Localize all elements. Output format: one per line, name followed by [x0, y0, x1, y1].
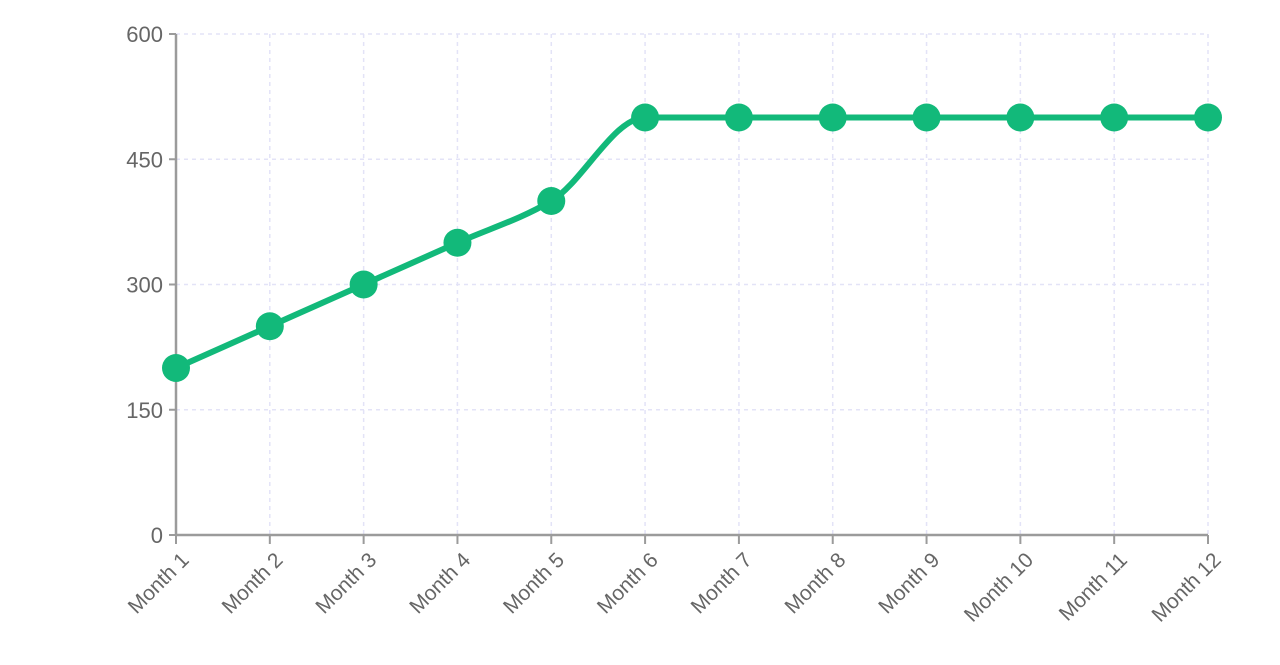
data-point[interactable]: [1194, 103, 1222, 132]
series-line: [173, 114, 1211, 371]
y-tick-label: 300: [126, 273, 163, 298]
data-point[interactable]: [1006, 103, 1035, 132]
y-tick-label: 450: [126, 147, 163, 172]
data-point[interactable]: [1100, 103, 1129, 132]
x-tick-label: Month 4: [405, 548, 475, 618]
series-layer: [162, 103, 1222, 382]
data-point[interactable]: [818, 103, 847, 132]
y-tick-label: 600: [126, 22, 163, 47]
x-tick-label: Month 6: [593, 548, 663, 618]
data-point[interactable]: [162, 354, 190, 382]
data-point[interactable]: [255, 312, 284, 341]
data-point[interactable]: [631, 103, 660, 132]
grid-layer: [176, 33, 1209, 535]
x-tick-label: Month 5: [499, 548, 569, 618]
data-point[interactable]: [537, 187, 566, 215]
x-tick-label: Month 1: [124, 548, 194, 618]
x-tick-label: Month 10: [960, 548, 1038, 626]
x-tick-label: Month 12: [1148, 548, 1226, 626]
x-tick-label: Month 9: [874, 548, 944, 618]
axis-layer: [169, 33, 1209, 544]
x-tick-label: Month 11: [1055, 548, 1132, 625]
x-tick-label: Month 3: [311, 548, 381, 618]
x-tick-label: Month 2: [218, 548, 288, 618]
data-point[interactable]: [912, 103, 941, 132]
data-point[interactable]: [443, 228, 472, 257]
x-tick-label: Month 7: [687, 548, 757, 618]
y-tick-label: 0: [151, 523, 163, 548]
y-tick-label: 150: [126, 398, 163, 423]
data-point[interactable]: [724, 103, 753, 132]
data-point[interactable]: [349, 270, 378, 299]
x-tick-label: Month 8: [781, 548, 851, 618]
